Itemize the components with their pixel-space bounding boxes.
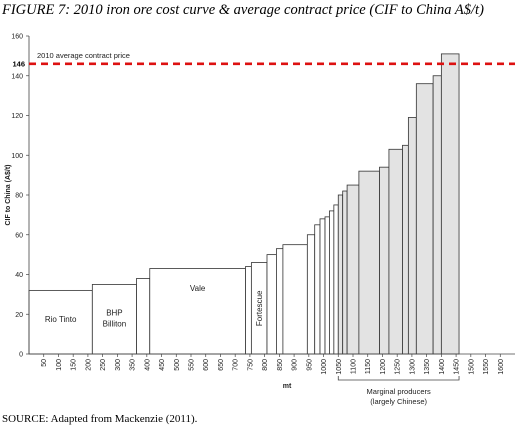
cost-bar-19 (358, 170, 380, 355)
reference-line-value: 146 (12, 59, 25, 68)
y-axis-title-group: CIF to China (A$/t) (5, 164, 12, 225)
x-tick-label: 50 (41, 359, 48, 367)
cost-bar-16 (337, 194, 344, 355)
x-tick-label: 850 (277, 359, 284, 371)
bracket-label-line1: Marginal producers (367, 387, 431, 396)
x-tick-label: 750 (247, 359, 254, 371)
cost-bar-22 (402, 144, 409, 355)
x-axis-title: mt (283, 383, 292, 390)
cost-bar-10 (306, 234, 316, 355)
x-tick-label: 1550 (483, 359, 490, 375)
x-tick-label: 400 (144, 359, 151, 371)
reference-line-group: 2010 average contract price 146 (12, 51, 515, 68)
cost-bar-15 (333, 204, 339, 355)
cost-bar-8 (276, 248, 284, 355)
cost-bar-3 (136, 278, 151, 355)
x-tick-label: 900 (292, 359, 299, 371)
cost-bar-24 (415, 83, 434, 355)
bracket-label-line2: (largely Chinese) (370, 397, 427, 406)
y-tick-label: 100 (11, 153, 23, 160)
cost-bar-23 (407, 117, 417, 355)
x-tick-label: 1600 (498, 359, 505, 375)
x-tick-label: 500 (174, 359, 181, 371)
x-tick-label: 1450 (454, 359, 461, 375)
y-tick-label: 80 (15, 193, 23, 200)
bracket-line (337, 376, 460, 381)
x-tick-label: 450 (159, 359, 166, 371)
cost-bar-17 (342, 190, 348, 355)
reference-line-label: 2010 average contract price (37, 51, 130, 60)
cost-bar-4 (149, 268, 246, 355)
x-tick-label: 1400 (439, 359, 446, 375)
x-tick-label: 1250 (395, 359, 402, 375)
y-axis-title: CIF to China (A$/t) (5, 164, 12, 225)
x-tick-label: 350 (130, 359, 137, 371)
x-tick-label: 1300 (409, 359, 416, 375)
x-tick-label: 1100 (351, 359, 358, 374)
cost-bar-14 (329, 210, 335, 355)
cost-bar-12 (319, 218, 326, 355)
cost-bar-21 (388, 148, 403, 355)
x-tick-label: 650 (218, 359, 225, 371)
source-note: SOURCE: Adapted from Mackenzie (2011). (2, 413, 198, 425)
bar-labels: Rio Tinto BHP Billiton Vale Fortescue (45, 284, 264, 329)
x-tick-label: 1200 (380, 359, 387, 375)
y-tick-label: 140 (11, 73, 23, 80)
bars (28, 53, 460, 355)
cost-bar-11 (314, 224, 321, 355)
cost-bar-7 (266, 254, 277, 355)
x-tick-label: 800 (262, 359, 269, 371)
x-tick-label: 300 (115, 359, 122, 371)
marginal-producers-bracket: Marginal producers (largely Chinese) (337, 376, 460, 406)
x-tick-label: 1350 (424, 359, 431, 375)
x-tick-label: 250 (100, 359, 107, 371)
x-tick-label: 700 (233, 359, 240, 371)
figure-title: FIGURE 7: 2010 iron ore cost curve & ave… (2, 2, 484, 18)
y-tick-label: 40 (15, 272, 23, 279)
cost-bar-26 (440, 53, 460, 355)
y-tick-label: 20 (15, 312, 23, 319)
ticks: 0 20 40 60 80 100 120 140 160 50 100 150 200 250 300 35… (11, 34, 504, 375)
x-tick-label: 600 (203, 359, 210, 371)
bar-label-4: Vale (190, 284, 206, 293)
x-tick-label: 1500 (468, 359, 475, 375)
cost-bar-20 (379, 166, 390, 355)
x-tick-label: 1050 (336, 359, 343, 375)
x-tick-label: 1150 (365, 359, 372, 374)
bar-label-2-line2: Billiton (103, 320, 127, 329)
x-tick-label: 150 (71, 359, 78, 371)
cost-bar-18 (346, 184, 360, 355)
y-tick-label: 160 (11, 34, 23, 41)
cost-bar-25 (432, 75, 442, 355)
x-tick-label: 950 (306, 359, 313, 371)
x-tick-label: 200 (85, 359, 92, 371)
y-tick-label: 0 (19, 352, 23, 359)
cost-bar-5 (245, 266, 252, 355)
y-tick-label: 120 (11, 113, 23, 120)
x-tick-label: 100 (56, 359, 63, 371)
cost-bar-9 (282, 244, 308, 355)
bar-label-1: Rio Tinto (45, 315, 77, 324)
y-tick-label: 60 (15, 232, 23, 239)
x-tick-label: 1000 (321, 359, 328, 375)
cost-bar-13 (324, 216, 330, 355)
bar-label-6: Fortescue (255, 290, 264, 326)
bar-label-2: BHP (106, 309, 122, 318)
x-tick-label: 550 (189, 359, 196, 371)
